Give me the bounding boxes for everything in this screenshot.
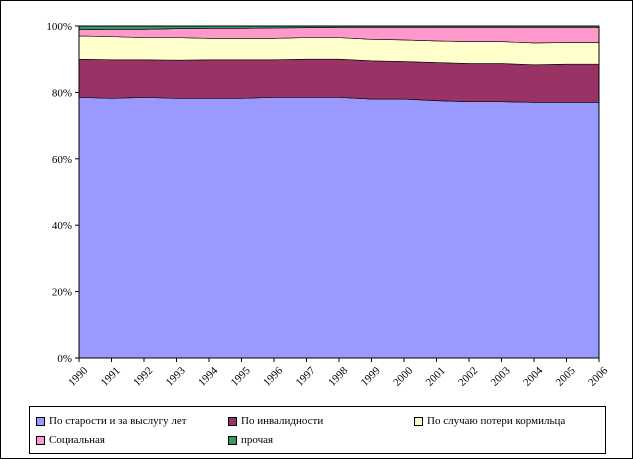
x-tick-label: 1996	[261, 364, 285, 388]
x-tick-label: 1992	[131, 365, 155, 389]
legend-item-1: По инвалидности	[228, 415, 323, 427]
x-tick-label: 2006	[586, 364, 610, 388]
area-layer	[78, 25, 600, 359]
x-tick-label: 1999	[359, 364, 383, 388]
legend-swatch-2	[414, 416, 423, 426]
x-tick-label: 1995	[229, 364, 253, 388]
x-tick-label: 1993	[164, 364, 188, 388]
x-tick-label: 2004	[521, 364, 545, 388]
x-tick-label: 2003	[489, 364, 513, 388]
legend-item-0: По старости и за выслугу лет	[36, 415, 187, 427]
x-tick-label: 2002	[456, 365, 480, 389]
y-tick-label: 40%	[52, 220, 72, 232]
y-tick-label: 80%	[52, 87, 72, 99]
y-tick-label: 20%	[52, 287, 72, 299]
legend-swatch-1	[228, 416, 237, 426]
x-tick-label: 2000	[391, 364, 415, 388]
y-tick-label: 0%	[57, 353, 72, 365]
legend-label-3: Социальная	[49, 434, 105, 446]
stacked-area-chart: 0% 20% 40% 60% 80% 100% 1990 1991 1992 1993 1994 19…	[46, 21, 610, 389]
x-tick-label: 2005	[554, 364, 578, 388]
legend-swatch-0	[36, 416, 45, 426]
legend-item-4: прочая	[228, 434, 273, 446]
x-tick-label: 1991	[99, 365, 123, 389]
legend-swatch-3	[36, 435, 45, 445]
area-series-0	[78, 97, 600, 359]
legend-label-0: По старости и за выслугу лет	[49, 415, 187, 427]
x-tick-label: 1994	[196, 364, 220, 388]
axes-layer	[75, 25, 600, 362]
area-series-1	[78, 58, 600, 103]
legend-swatch-4	[228, 435, 237, 445]
legend: По старости и за выслугу лет По инвалидн…	[29, 406, 606, 454]
legend-label-4: прочая	[241, 434, 274, 446]
y-tick-label: 60%	[52, 154, 72, 166]
legend-item-3: Социальная	[36, 434, 105, 446]
x-tick-label: 1990	[66, 364, 90, 388]
legend-label-2: По случаю потери кормильца	[427, 415, 566, 427]
legend-label-1: По инвалидности	[241, 415, 324, 427]
legend-item-2: По случаю потери кормильца	[414, 415, 565, 427]
x-tick-label: 2001	[424, 365, 448, 389]
y-tick-label: 100%	[46, 21, 72, 33]
x-tick-label: 1998	[326, 364, 350, 388]
x-tick-label: 1997	[294, 364, 318, 388]
